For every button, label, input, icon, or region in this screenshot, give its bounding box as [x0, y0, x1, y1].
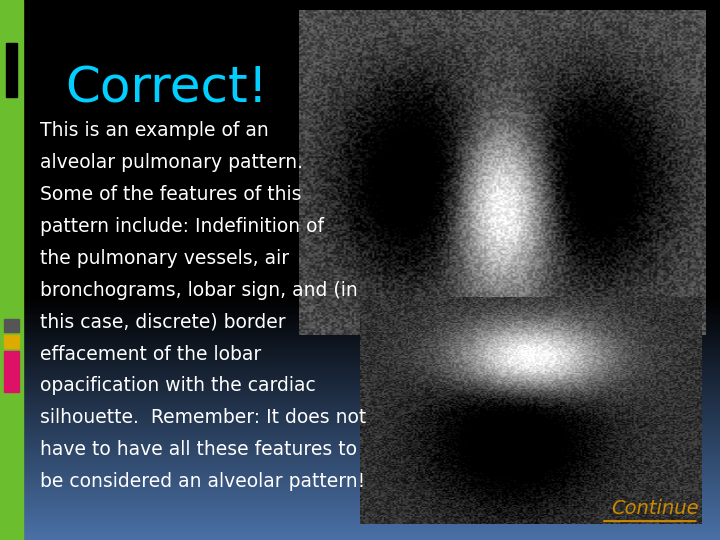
- Bar: [0, 0, 23, 540]
- Bar: [4, 335, 19, 348]
- Text: be considered an alveolar pattern!: be considered an alveolar pattern!: [40, 472, 365, 491]
- Bar: [4, 351, 19, 392]
- Bar: [4, 319, 19, 332]
- Text: the pulmonary vessels, air: the pulmonary vessels, air: [40, 249, 289, 268]
- Text: pattern include: Indefinition of: pattern include: Indefinition of: [40, 217, 323, 236]
- Text: alveolar pulmonary pattern.: alveolar pulmonary pattern.: [40, 153, 302, 172]
- Text: Correct!: Correct!: [65, 65, 268, 113]
- Text: This is an example of an: This is an example of an: [40, 122, 269, 140]
- Text: this case, discrete) border: this case, discrete) border: [40, 313, 285, 332]
- Text: Some of the features of this: Some of the features of this: [40, 185, 301, 204]
- Bar: [6, 43, 17, 97]
- Text: Continue: Continue: [611, 500, 698, 518]
- Text: opacification with the cardiac: opacification with the cardiac: [40, 376, 315, 395]
- Text: bronchograms, lobar sign, and (in: bronchograms, lobar sign, and (in: [40, 281, 357, 300]
- Text: effacement of the lobar: effacement of the lobar: [40, 345, 261, 363]
- Text: silhouette.  Remember: It does not: silhouette. Remember: It does not: [40, 408, 366, 427]
- Text: have to have all these features to: have to have all these features to: [40, 440, 356, 459]
